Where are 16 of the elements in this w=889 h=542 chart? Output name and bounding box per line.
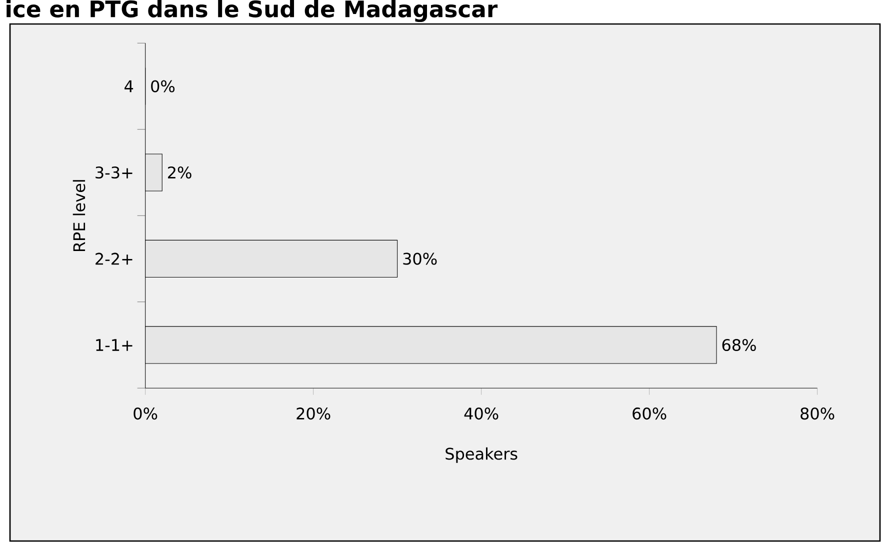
y-axis-title: RPE level	[72, 180, 86, 252]
data-label: 30%	[403, 252, 437, 265]
y-tick-label: 4	[124, 80, 134, 92]
x-tick-label: 80%	[800, 407, 834, 420]
x-axis-title: Speakers	[446, 447, 518, 463]
data-label: 0%	[151, 80, 175, 92]
chart-title: ice en PTG dans le Sud de Madagascar	[6, 0, 498, 22]
y-tick-label: 2-2+	[96, 252, 132, 265]
x-tick-label: 60%	[632, 407, 666, 420]
x-tick-label: 20%	[296, 407, 330, 420]
y-tick-label: 1-1+	[96, 339, 132, 351]
x-tick-label: 40%	[464, 407, 498, 420]
x-tick-label: 0%	[134, 407, 158, 420]
y-tick-label: 3-3+	[96, 166, 132, 179]
data-label: 2%	[168, 166, 192, 179]
data-label: 68%	[722, 338, 756, 352]
